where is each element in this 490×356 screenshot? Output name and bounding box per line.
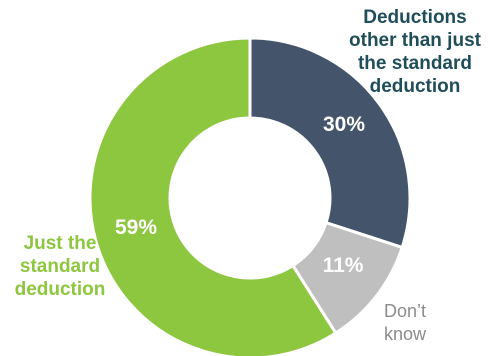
label-just-standard: Just the standard deduction — [14, 233, 106, 300]
slice-value-label-1: 11% — [323, 254, 364, 277]
slice-value-label-0: 30% — [323, 113, 365, 136]
label-dont-know: Don’t know — [383, 301, 427, 344]
donut-slice-0 — [248, 36, 412, 250]
label-deductions-other: Deductions other than just the standard … — [349, 7, 481, 97]
slice-value-label-2: 59% — [115, 216, 157, 239]
donut-slice-2 — [88, 36, 338, 356]
